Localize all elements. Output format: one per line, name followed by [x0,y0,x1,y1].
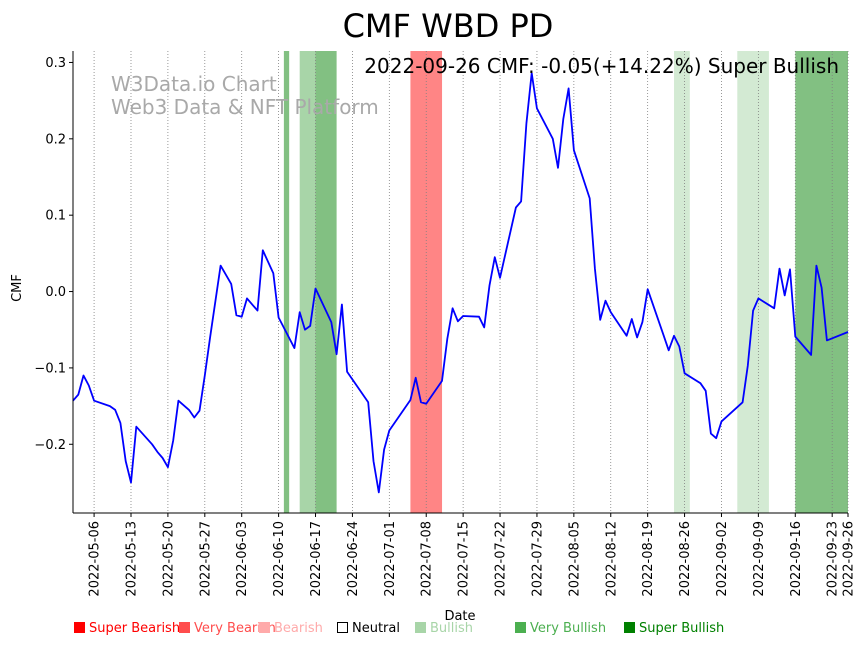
y-tick-label: 0.3 [45,56,66,71]
watermark: W3Data.io Chart Web3 Data & NFT Platform [111,72,379,119]
x-tick-label: 2022-08-12 [604,521,619,597]
legend-swatch-icon [624,622,635,633]
x-tick-label: 2022-06-10 [272,521,287,597]
y-tick-label: 0.1 [45,209,66,224]
legend-label: Very Bearish [194,621,276,636]
x-tick-label: 2022-09-02 [715,521,730,597]
legend-label: Bearish [274,621,323,636]
legend-item-bearish: Bearish [259,621,323,636]
signal-bands [283,51,848,513]
legend-swatch-icon [259,622,270,633]
x-tick-label: 2022-05-27 [198,521,213,597]
x-ticks: 2022-05-06 2022-05-13 2022-05-20 2022-05-27… [88,513,857,597]
x-tick-label: 2022-05-06 [88,521,103,597]
x-tick-label: 2022-07-29 [530,521,545,597]
series-layer [72,72,849,494]
x-tick-label: 2022-07-22 [494,521,509,597]
series-line-cmf [72,72,849,494]
y-tick-label: −0.2 [34,438,66,453]
x-tick-label: 2022-08-19 [641,521,656,597]
band-very-bullish [283,51,290,513]
x-tick-label: 2022-09-16 [789,521,804,597]
chart-title: CMF WBD PD [343,7,554,45]
x-tick-label: 2022-08-26 [678,521,693,597]
x-tick-label: 2022-06-17 [309,521,324,597]
band-very-bullish [315,51,337,513]
legend-item-super-bullish: Super Bullish [624,621,724,636]
x-tick-label: 2022-09-09 [752,521,767,597]
band-bullish [299,51,316,513]
y-tick-label: 0.0 [45,285,66,300]
x-axis-label: Date [444,609,475,624]
legend-item-very-bullish: Very Bullish [515,621,606,636]
x-tick-label: 2022-07-01 [383,521,398,597]
band-bullish [674,51,690,513]
y-ticks: 0.3 0.2 0.1 0.0 −0.1 −0.2 [34,56,73,453]
watermark-line-1: W3Data.io Chart [111,72,277,96]
latest-value-annotation: 2022-09-26 CMF: -0.05(+14.22%) Super Bul… [364,54,839,78]
legend-swatch-icon [337,622,348,633]
x-tick-label: 2022-05-20 [161,521,176,597]
legend-label: Super Bearish [89,621,181,636]
band-bullish [737,51,769,513]
x-tick-label: 2022-09-26 [842,521,857,597]
axes [72,51,848,514]
x-tick-label: 2022-06-03 [235,521,250,597]
x-tick-label: 2022-08-05 [567,521,582,597]
grid-lines [93,51,849,513]
legend-swatch-icon [74,622,85,633]
legend-item-bullish: Bullish [415,621,473,636]
watermark-line-2: Web3 Data & NFT Platform [111,95,379,119]
x-tick-label: 2022-09-23 [826,521,841,597]
legend-swatch-icon [515,622,526,633]
legend-swatch-icon [179,622,190,633]
y-tick-label: −0.1 [34,361,66,376]
legend-item-very-bearish: Very Bearish [179,621,276,636]
y-tick-label: 0.2 [45,132,66,147]
legend-item-super-bearish: Super Bearish [74,621,180,636]
x-tick-label: 2022-07-15 [457,521,472,597]
band-super-bullish [795,51,848,513]
legend-label: Neutral [352,621,400,636]
x-tick-label: 2022-07-08 [420,521,435,597]
legend-label: Very Bullish [530,621,607,636]
legend-item-neutral: Neutral [337,621,400,636]
y-axis-label: CMF [10,274,25,302]
legend-label: Bullish [430,621,474,636]
legend-swatch-icon [415,622,426,633]
x-tick-label: 2022-06-24 [346,521,361,597]
legend-label: Super Bullish [639,621,725,636]
x-tick-label: 2022-05-13 [124,521,139,597]
